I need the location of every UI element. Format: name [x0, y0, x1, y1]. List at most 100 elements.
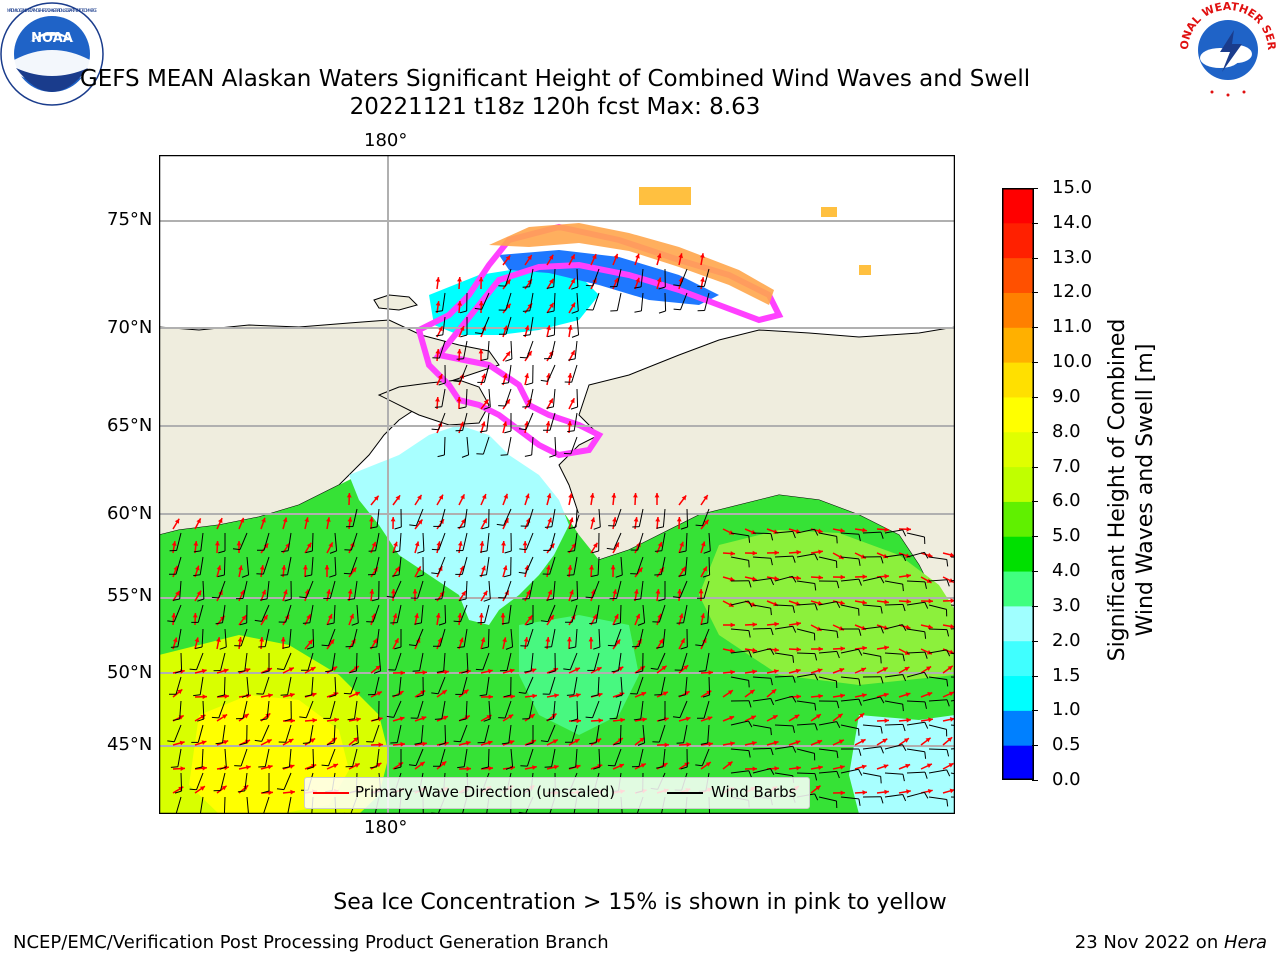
- wind-barb-flag: [680, 646, 688, 650]
- colorbar-segment: [1002, 501, 1034, 537]
- wind-barb-flag: [276, 788, 285, 791]
- wind-barb-staff: [683, 724, 688, 743]
- wave-arrowhead: [752, 647, 757, 653]
- wave-arrowhead: [730, 551, 735, 556]
- wave-arrowhead: [202, 694, 207, 700]
- wind-barb-flag: [676, 622, 684, 624]
- wave-arrowhead: [596, 738, 602, 743]
- wind-barb-staff: [328, 748, 336, 766]
- wind-barb-flag: [748, 580, 752, 588]
- wind-barb-staff: [906, 791, 925, 798]
- wind-barb-staff: [571, 364, 578, 383]
- wave-arrowhead: [504, 518, 509, 524]
- wave-arrowhead: [656, 277, 662, 283]
- wind-barb-staff: [442, 292, 446, 311]
- wave-arrowhead: [222, 714, 228, 719]
- wind-barb-flag: [299, 716, 307, 719]
- sea-ice-band: [489, 223, 774, 305]
- wave-arrowhead: [245, 668, 251, 673]
- wave-arrowhead: [531, 739, 536, 745]
- wind-barb-staff: [441, 388, 446, 407]
- wave-arrowhead: [839, 668, 845, 673]
- colorbar-tick-mark: [1032, 292, 1038, 294]
- wave-arrowhead: [356, 717, 361, 722]
- wind-barb-flag: [321, 764, 329, 767]
- wind-barb-flag: [496, 523, 504, 526]
- wave-arrowhead: [575, 693, 581, 698]
- wave-arrowhead: [478, 349, 484, 354]
- wind-barb-staff: [484, 604, 490, 623]
- wind-barb-staff: [396, 604, 402, 623]
- wave-arrowhead: [505, 303, 511, 309]
- wind-barb-staff: [614, 748, 622, 767]
- wind-barb-staff: [840, 604, 859, 610]
- colorbar-tick-mark: [1032, 466, 1038, 468]
- wave-arrowhead: [703, 519, 709, 525]
- wind-barb-flag: [585, 596, 593, 599]
- wind-barb-flag: [571, 286, 579, 290]
- wave-arrowhead: [417, 519, 423, 525]
- wave-arrowhead: [592, 614, 597, 620]
- wave-arrowhead: [324, 565, 330, 570]
- wind-barb-flag: [591, 550, 599, 554]
- wind-barb-flag: [544, 526, 552, 528]
- wind-barb-flag: [748, 650, 752, 658]
- wave-arrowhead: [501, 541, 506, 546]
- wave-arrowhead: [239, 590, 245, 595]
- wave-arrowhead: [289, 692, 295, 698]
- wind-barb-staff: [708, 676, 711, 696]
- wave-arrowhead: [949, 691, 954, 697]
- colorbar-segment: [1002, 571, 1034, 607]
- wave-arrowhead: [267, 667, 272, 673]
- wind-barb-staff: [441, 700, 446, 719]
- wave-arrowhead: [728, 690, 733, 695]
- wave-arrowhead: [685, 716, 691, 722]
- wind-barb-staff: [840, 796, 859, 800]
- wind-barb-flag: [770, 608, 772, 616]
- wave-arrowhead: [459, 326, 465, 331]
- wind-barb-flag: [540, 379, 548, 382]
- colorbar-segment: [1002, 710, 1034, 746]
- wind-barb-flag: [302, 742, 310, 744]
- nws-logo: NATIONAL WEATHER SERVICE: [1171, 0, 1280, 100]
- wave-arrowhead: [702, 566, 707, 572]
- wind-barb-flag: [902, 794, 907, 802]
- wind-barb-flag: [946, 769, 951, 777]
- wave-arrowhead: [438, 374, 443, 380]
- colorbar-segment: [1002, 466, 1034, 502]
- wind-barb-staff: [529, 316, 534, 335]
- wind-barb-flag: [748, 680, 750, 688]
- wave-arrowhead: [948, 763, 954, 768]
- wind-barb-staff: [507, 436, 512, 455]
- wind-barb-staff: [884, 723, 904, 726]
- wave-arrowhead: [840, 646, 845, 651]
- wind-barb-staff: [551, 508, 556, 527]
- colorbar-tick-mark: [1032, 222, 1038, 224]
- wind-barb-staff: [262, 796, 270, 814]
- wind-barb-staff: [774, 772, 793, 777]
- wind-barb-staff: [818, 770, 837, 774]
- wind-barb-staff: [481, 292, 490, 310]
- wind-barb-flag: [924, 751, 927, 759]
- wind-barb-flag: [770, 533, 774, 541]
- wind-barb-flag: [566, 694, 574, 696]
- wave-arrowhead: [268, 790, 273, 795]
- wind-barb-flag: [836, 701, 840, 709]
- wave-arrowhead: [840, 790, 845, 796]
- wave-arrowhead: [575, 764, 581, 770]
- wind-barb-flag: [880, 576, 885, 584]
- wind-barb-flag: [770, 728, 772, 736]
- wind-barb-staff: [444, 724, 447, 744]
- wind-barb-flag: [770, 558, 773, 566]
- wind-barb-flag: [858, 558, 861, 566]
- wave-arrowhead: [949, 788, 955, 794]
- wave-arrowhead: [353, 737, 359, 743]
- wave-arrowhead: [221, 785, 227, 791]
- wave-arrowhead: [333, 763, 338, 769]
- wind-barb-flag: [902, 529, 907, 537]
- wind-barb-staff: [862, 604, 881, 608]
- wind-barb-flag: [946, 579, 950, 587]
- wave-arrowhead: [303, 565, 308, 570]
- wind-barb-flag: [591, 694, 599, 697]
- wind-barb-staff: [287, 676, 292, 695]
